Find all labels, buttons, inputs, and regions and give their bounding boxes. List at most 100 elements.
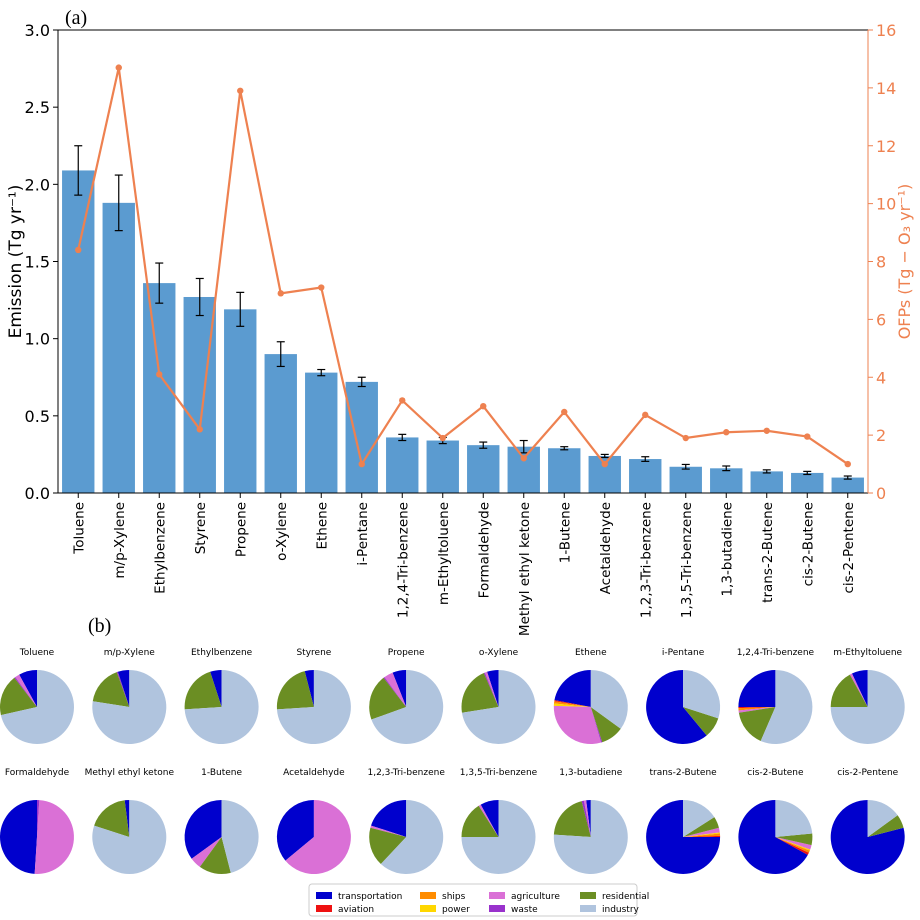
legend-swatch bbox=[489, 892, 505, 899]
pie-slice bbox=[14, 677, 37, 707]
legend-label: power bbox=[442, 905, 470, 915]
x-tick-label: Formaldehyde bbox=[476, 502, 492, 598]
y-right-tick-label: 8 bbox=[876, 253, 886, 272]
pie-slice bbox=[92, 670, 167, 745]
bar bbox=[264, 354, 297, 493]
legend-swatch bbox=[489, 905, 505, 912]
pie-slice bbox=[480, 800, 499, 837]
pie-title: Toluene bbox=[19, 648, 55, 658]
x-tick-label: 1,3-butadiene bbox=[719, 502, 735, 597]
ofp-point bbox=[723, 429, 730, 436]
pie-slice bbox=[683, 800, 715, 837]
legend-label: industry bbox=[602, 905, 640, 915]
legend-swatch bbox=[580, 905, 596, 912]
pie-slice bbox=[285, 800, 351, 874]
legend-label: agriculture bbox=[511, 892, 560, 902]
pie-slice bbox=[276, 800, 314, 861]
pie-slice bbox=[775, 837, 811, 851]
bar bbox=[507, 446, 540, 493]
pie-slice bbox=[392, 670, 407, 707]
pie-slice bbox=[775, 800, 813, 837]
legend-swatch bbox=[580, 892, 596, 899]
pie-slice bbox=[478, 804, 499, 837]
pie-slice bbox=[199, 837, 231, 874]
x-tick-label: Ethene bbox=[314, 502, 330, 550]
pie-slice bbox=[487, 670, 499, 707]
y-right-tick-label: 16 bbox=[876, 21, 896, 40]
legend-swatch bbox=[420, 892, 436, 899]
bar bbox=[831, 477, 864, 493]
sector-pie-charts: Toluene m/p-Xylene Ethylbenzene Styrene Prop… bbox=[0, 648, 905, 875]
bar bbox=[345, 381, 378, 493]
ofp-point bbox=[601, 460, 608, 468]
pie-title: m-Ethyltoluene bbox=[833, 648, 902, 658]
ofp-point bbox=[358, 460, 365, 468]
pie-slice bbox=[0, 677, 37, 716]
pie-slice bbox=[738, 800, 808, 874]
ofp-point bbox=[561, 408, 568, 416]
pie-slice bbox=[553, 705, 602, 744]
x-tick-label: cis-2-Butene bbox=[800, 502, 816, 586]
bar bbox=[183, 296, 216, 493]
x-tick-label: Ethylbenzene bbox=[152, 502, 168, 594]
y-right-tick-label: 4 bbox=[876, 368, 886, 387]
pie-slice bbox=[581, 800, 591, 837]
pie-slice bbox=[221, 800, 259, 873]
x-tick-label: 1,2,3-Tri-benzene bbox=[638, 502, 654, 618]
bar bbox=[791, 472, 824, 493]
x-tick-label: m/p-Xylene bbox=[112, 502, 128, 579]
ofp-point bbox=[763, 427, 770, 434]
pie-slice bbox=[483, 672, 499, 707]
bar bbox=[102, 202, 135, 493]
pie-slice bbox=[738, 707, 776, 711]
x-tick-label: 1-Butene bbox=[557, 502, 573, 563]
x-tick-label: Acetaldehyde bbox=[598, 502, 614, 594]
bar bbox=[548, 448, 581, 493]
pie-slice bbox=[553, 800, 628, 874]
pie-slice bbox=[775, 837, 812, 850]
ofp-point bbox=[115, 64, 122, 71]
emission-bar-chart: 0.0 0.5 1.0 1.5 2.0 2.5 3.0 0 2 4 6 8 10 12 14 16 Toluen… bbox=[6, 21, 914, 636]
pie-slice bbox=[371, 800, 407, 837]
pie-slice bbox=[583, 800, 591, 837]
pie-slice bbox=[484, 671, 499, 707]
pie-slice bbox=[371, 670, 444, 745]
ofp-point bbox=[642, 411, 649, 419]
pie-slice bbox=[738, 707, 776, 713]
pie-slice bbox=[15, 674, 37, 707]
y-tick-label: 1.0 bbox=[25, 330, 50, 349]
x-tick-label: Styrene bbox=[193, 502, 209, 554]
pie-slice bbox=[34, 800, 74, 874]
bar bbox=[62, 170, 95, 493]
pie-slice bbox=[461, 800, 536, 874]
legend-swatch bbox=[316, 905, 332, 912]
y-right-tick-label: 12 bbox=[876, 137, 896, 156]
ofp-point bbox=[156, 371, 163, 378]
pie-title: cis-2-Pentene bbox=[837, 768, 898, 778]
x-tick-label: i-Pentane bbox=[355, 502, 371, 566]
pie-slice bbox=[276, 670, 351, 745]
pie-title: Styrene bbox=[296, 648, 331, 658]
pie-slice bbox=[775, 833, 813, 846]
pie-title: i-Pentane bbox=[662, 648, 705, 658]
y-right-tick-label: 14 bbox=[876, 79, 896, 98]
legend-swatch bbox=[420, 905, 436, 912]
bar bbox=[224, 309, 257, 493]
pie-title: 1,3,5-Tri-benzene bbox=[460, 768, 538, 778]
pie-title: m/p-Xylene bbox=[104, 648, 156, 658]
ofp-point bbox=[844, 460, 851, 468]
pie-title: Methyl ethyl ketone bbox=[85, 768, 175, 778]
x-tick-label: 1,3,5-Tri-benzene bbox=[679, 502, 695, 618]
bar bbox=[669, 466, 702, 493]
pie-slice bbox=[590, 707, 603, 743]
legend-label: transportation bbox=[338, 892, 402, 902]
pie-title: Acetaldehyde bbox=[283, 768, 345, 778]
ofp-point bbox=[277, 290, 284, 297]
y-right-tick-label: 10 bbox=[876, 195, 896, 214]
pie-slice bbox=[867, 815, 904, 837]
pie-slice bbox=[304, 670, 314, 707]
pie-slice bbox=[590, 707, 621, 743]
pie-slice bbox=[683, 833, 721, 837]
bar bbox=[386, 437, 419, 493]
